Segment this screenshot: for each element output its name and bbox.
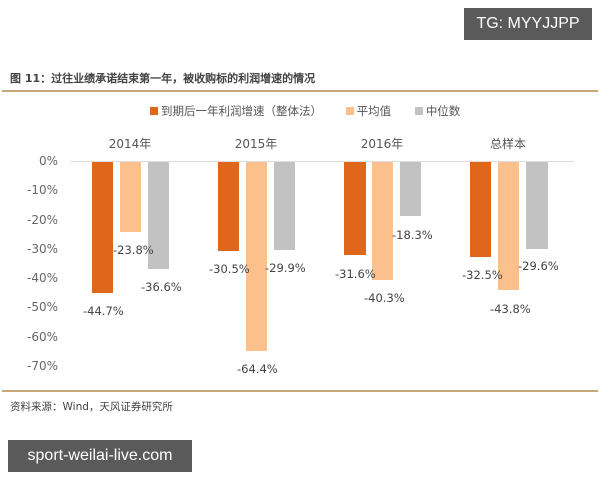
y-tick: -70% bbox=[26, 359, 58, 373]
bar-total-mean bbox=[498, 162, 519, 290]
figure-title: 图 11：过往业绩承诺结束第一年，被收购标的利润增速的情况 bbox=[10, 72, 316, 85]
value-label: -23.8% bbox=[113, 243, 154, 257]
value-label: -32.5% bbox=[462, 268, 503, 282]
y-tick: -30% bbox=[26, 242, 58, 256]
value-label: -31.6% bbox=[335, 267, 376, 281]
category-label: 2015年 bbox=[234, 137, 278, 151]
bar-2014-median bbox=[148, 162, 169, 269]
bar-total-median bbox=[526, 162, 548, 249]
bar-2014-mean bbox=[120, 162, 141, 232]
value-label: -18.3% bbox=[392, 228, 433, 242]
legend-item-mean: 平均值 bbox=[345, 103, 392, 119]
chart-legend: 到期后一年利润增速（整体法） 平均值 中位数 bbox=[150, 103, 480, 119]
value-label: -30.5% bbox=[209, 262, 250, 276]
legend-item-overall: 到期后一年利润增速（整体法） bbox=[150, 103, 322, 119]
y-tick: -40% bbox=[26, 271, 58, 285]
bar-2016-overall bbox=[344, 162, 366, 255]
source-note: 资料来源：Wind，天风证券研究所 bbox=[10, 401, 173, 413]
bar-2015-median bbox=[274, 162, 295, 250]
bar-2015-overall bbox=[218, 162, 239, 251]
legend-item-median: 中位数 bbox=[414, 103, 461, 119]
y-tick: 0% bbox=[38, 154, 58, 168]
y-tick: -20% bbox=[26, 213, 58, 227]
bar-total-overall bbox=[470, 162, 491, 257]
category-label: 2014年 bbox=[108, 137, 152, 151]
legend-label: 中位数 bbox=[425, 104, 461, 118]
bar-2014-overall bbox=[92, 162, 113, 293]
legend-swatch-orange bbox=[150, 107, 158, 115]
value-label: -64.4% bbox=[237, 362, 278, 376]
y-tick: -50% bbox=[26, 300, 58, 314]
value-label: -43.8% bbox=[490, 302, 531, 316]
y-tick: -10% bbox=[26, 183, 58, 197]
value-label: -29.6% bbox=[518, 259, 559, 273]
value-label: -44.7% bbox=[83, 304, 124, 318]
y-tick: -60% bbox=[26, 330, 58, 344]
bar-2016-median bbox=[400, 162, 421, 216]
legend-label: 平均值 bbox=[356, 104, 392, 118]
category-label: 2016年 bbox=[360, 137, 404, 151]
bar-2015-mean bbox=[246, 162, 267, 351]
top-divider bbox=[2, 90, 598, 92]
value-label: -36.6% bbox=[141, 280, 182, 294]
category-label: 总样本 bbox=[489, 137, 526, 151]
value-label: -29.9% bbox=[265, 261, 306, 275]
zero-axis-line bbox=[70, 161, 574, 162]
watermark-bottom: sport-weilai-live.com bbox=[8, 440, 192, 472]
value-label: -40.3% bbox=[364, 291, 405, 305]
legend-swatch-gray bbox=[414, 107, 423, 115]
legend-label: 到期后一年利润增速（整体法） bbox=[161, 104, 322, 118]
bar-2016-mean bbox=[372, 162, 393, 280]
bottom-divider bbox=[2, 390, 598, 392]
watermark-top: TG: MYYJJPP bbox=[464, 8, 592, 40]
legend-swatch-peach bbox=[345, 107, 354, 115]
